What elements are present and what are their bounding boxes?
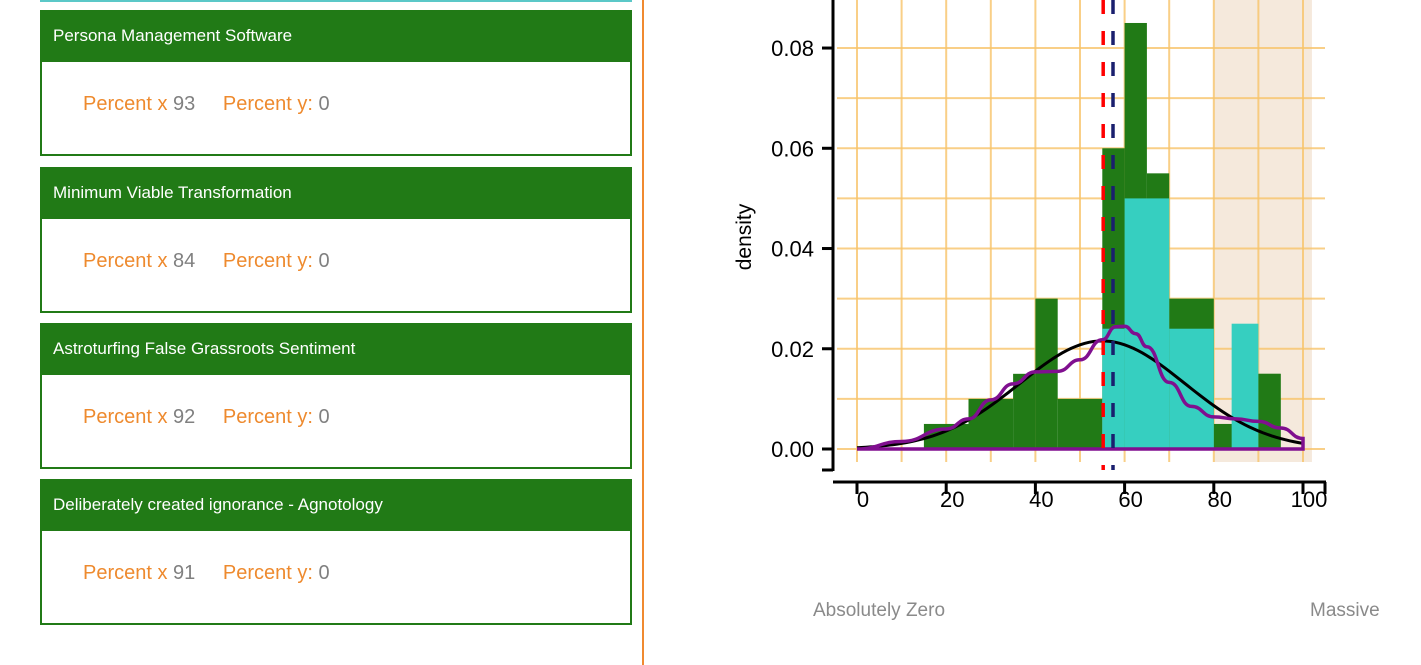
- histogram-bar-green: [1057, 398, 1103, 449]
- x-tick-label: 0: [857, 487, 869, 512]
- percent-y-label: Percent y:: [222, 93, 313, 115]
- x-tick-label: 40: [1029, 487, 1053, 512]
- item-card[interactable]: Deliberately created ignorance - Agnotol…: [40, 479, 632, 625]
- card-title: Astroturfing False Grassroots Sentiment: [42, 325, 630, 375]
- item-card[interactable]: Astroturfing False Grassroots Sentiment …: [40, 323, 632, 469]
- card-title: Minimum Viable Transformation: [42, 169, 630, 219]
- percent-x-value: 84: [173, 250, 196, 272]
- item-card[interactable]: Minimum Viable Transformation Percent x …: [40, 167, 632, 313]
- histogram-bar-green: [1013, 373, 1036, 449]
- x-tick-label: 80: [1208, 487, 1232, 512]
- x-tick-label: 100: [1291, 487, 1328, 512]
- percent-y-value: 0: [318, 250, 330, 272]
- density-curve: [856, 324, 1305, 451]
- histogram-bar-green: [1213, 423, 1237, 449]
- percent-x-label: Percent x: [83, 406, 168, 428]
- card-title: Deliberately created ignorance - Agnotol…: [42, 481, 630, 531]
- percent-x-value: 93: [173, 93, 196, 115]
- percent-x-label: Percent x: [83, 562, 168, 584]
- percent-x-label: Percent x: [83, 93, 168, 115]
- percent-y-value: 0: [318, 93, 330, 115]
- histogram-bar-cyan: [1102, 328, 1125, 449]
- x-tick-label: 60: [1118, 487, 1142, 512]
- percent-x-label: Percent x: [83, 250, 168, 272]
- percent-y-label: Percent y:: [222, 562, 313, 584]
- panel-divider: [642, 0, 644, 665]
- percent-y-label: Percent y:: [222, 250, 313, 272]
- histogram-bar-cyan: [1124, 198, 1170, 449]
- y-tick-label: 0.08: [771, 36, 814, 61]
- y-tick-label: 0.04: [771, 237, 814, 262]
- card-body: Percent x 84 Percent y: 0: [42, 219, 630, 273]
- y-tick-label: 0.02: [771, 337, 814, 362]
- scale-label-low: Absolutely Zero: [813, 600, 946, 621]
- percent-x-value: 92: [173, 406, 196, 428]
- histogram-bar-green: [1035, 298, 1058, 449]
- y-axis-label: density: [733, 203, 756, 270]
- card-body: Percent x 91 Percent y: 0: [42, 531, 630, 585]
- item-card[interactable]: Persona Management Software Percent x 93…: [40, 10, 632, 156]
- card-body: Percent x 92 Percent y: 0: [42, 375, 630, 429]
- percent-y-value: 0: [318, 562, 330, 584]
- histogram-bar-green: [1258, 373, 1281, 449]
- percent-x-value: 91: [173, 562, 196, 584]
- percent-y-label: Percent y:: [222, 406, 313, 428]
- percent-y-value: 0: [318, 406, 330, 428]
- y-tick-label: 0.06: [771, 136, 814, 161]
- card-title: Persona Management Software: [42, 12, 630, 62]
- normal-curve: [856, 339, 1304, 450]
- y-tick-label: 0.00: [771, 437, 814, 462]
- scale-label-high: Massive: [1310, 600, 1380, 621]
- previous-card-border: [40, 0, 632, 2]
- card-body: Percent x 93 Percent y: 0: [42, 62, 630, 116]
- x-tick-label: 20: [940, 487, 964, 512]
